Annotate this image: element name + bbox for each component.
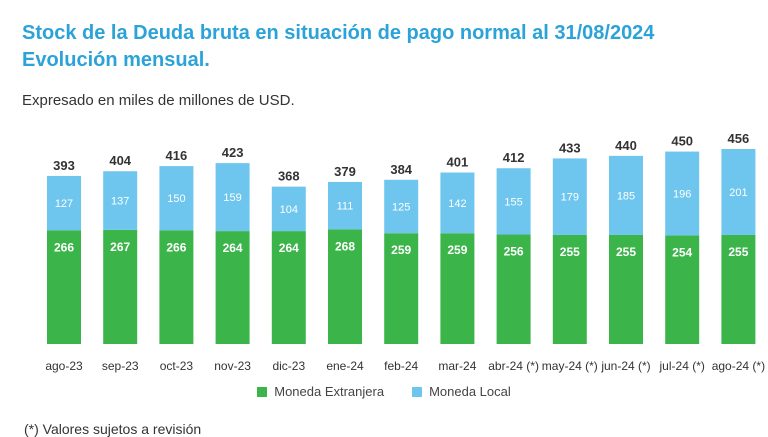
bar-foreign-dic-23 (271, 231, 306, 344)
bar-local-jun-24 (*) (609, 155, 643, 235)
bar-local-ago-24 (*) (721, 149, 756, 235)
value-label-local-abr-24 (*): 155 (504, 196, 522, 208)
bar-foreign-ago-23 (47, 230, 81, 344)
x-tick-label-ago-24 (*): ago-24 (*) (712, 359, 765, 373)
value-label-foreign-nov-23: 264 (223, 241, 243, 255)
x-tick-label-oct-23: oct-23 (160, 359, 194, 373)
total-label-oct-23: 416 (166, 148, 188, 163)
total-label-jul-24 (*): 450 (671, 134, 693, 149)
x-tick-label-abr-24 (*): abr-24 (*) (488, 359, 539, 373)
value-label-local-jun-24 (*): 185 (617, 190, 635, 202)
legend-label-local: Moneda Local (429, 384, 511, 399)
value-label-local-ene-24: 111 (337, 201, 354, 213)
x-tick-label-sep-23: sep-23 (102, 359, 139, 373)
bar-local-sep-23 (103, 171, 138, 230)
x-tick-label-feb-24: feb-24 (384, 359, 418, 373)
total-label-ago-23: 393 (53, 158, 75, 173)
bar-local-feb-24 (384, 179, 419, 234)
value-label-local-ago-24 (*): 201 (729, 187, 747, 199)
value-label-foreign-jul-24 (*): 254 (672, 245, 692, 259)
total-label-dic-23: 368 (278, 169, 300, 184)
legend-item-local: Moneda Local (412, 384, 511, 399)
footnote: (*) Valores sujetos a revisión (24, 421, 202, 437)
bar-local-ago-23 (47, 175, 81, 231)
value-label-foreign-may-24 (*): 255 (560, 245, 580, 259)
value-label-local-jul-24 (*): 196 (673, 188, 691, 200)
legend-label-foreign: Moneda Extranjera (274, 384, 385, 399)
value-label-local-nov-23: 159 (223, 192, 241, 204)
bar-local-nov-23 (215, 163, 250, 232)
x-tick-label-ene-24: ene-24 (326, 359, 364, 373)
bar-local-abr-24 (*) (496, 168, 531, 235)
chart-title-line-1: Stock de la Deuda bruta en situación de … (22, 22, 655, 44)
total-label-abr-24 (*): 412 (503, 150, 525, 165)
bar-foreign-nov-23 (215, 231, 250, 344)
value-label-local-ago-23: 127 (55, 198, 73, 210)
total-label-ene-24: 379 (334, 164, 356, 179)
value-label-foreign-ago-23: 266 (54, 240, 74, 254)
total-label-may-24 (*): 433 (559, 140, 581, 155)
x-tick-label-may-24 (*): may-24 (*) (542, 359, 598, 373)
bar-local-may-24 (*) (552, 158, 587, 235)
chart-title-line-2: Evolución mensual. (22, 49, 210, 71)
total-label-sep-23: 404 (109, 153, 131, 168)
x-tick-label-dic-23: dic-23 (272, 359, 305, 373)
value-label-foreign-abr-24 (*): 256 (504, 245, 524, 259)
total-label-feb-24: 384 (390, 162, 412, 177)
value-label-foreign-feb-24: 259 (391, 243, 411, 257)
bar-local-dic-23 (271, 186, 306, 232)
x-tick-label-jun-24 (*): jun-24 (*) (600, 359, 650, 373)
value-label-foreign-ago-24 (*): 255 (728, 245, 748, 259)
legend-swatch-local (412, 386, 423, 397)
stacked-bar-chart: 266 127 393 ago-23 267 137 404 sep-23 266 150 416 o… (45, 131, 765, 373)
bar-foreign-ago-24 (*) (721, 234, 756, 344)
total-label-jun-24 (*): 440 (615, 138, 637, 153)
value-label-foreign-sep-23: 267 (110, 240, 130, 254)
value-label-foreign-oct-23: 266 (166, 240, 186, 254)
bar-local-ene-24 (328, 181, 362, 230)
bar-foreign-jun-24 (*) (609, 234, 643, 344)
value-label-foreign-mar-24: 259 (447, 243, 467, 257)
bar-foreign-jul-24 (*) (665, 235, 700, 344)
value-label-local-oct-23: 150 (167, 193, 185, 205)
total-label-mar-24: 401 (447, 155, 469, 170)
bar-foreign-mar-24 (440, 233, 475, 344)
legend-swatch-foreign (257, 386, 268, 397)
value-label-foreign-ene-24: 268 (335, 239, 355, 253)
bar-foreign-feb-24 (384, 233, 419, 344)
x-tick-label-mar-24: mar-24 (438, 359, 476, 373)
value-label-local-mar-24: 142 (448, 198, 466, 210)
total-label-nov-23: 423 (222, 145, 244, 160)
value-label-local-dic-23: 104 (280, 204, 298, 216)
value-label-local-may-24 (*): 179 (561, 192, 579, 204)
value-label-foreign-jun-24 (*): 255 (616, 245, 636, 259)
x-tick-label-nov-23: nov-23 (214, 359, 251, 373)
bar-foreign-may-24 (*) (552, 234, 587, 344)
value-label-local-feb-24: 125 (392, 202, 410, 214)
legend-item-foreign: Moneda Extranjera (257, 384, 384, 399)
x-tick-label-ago-23: ago-23 (45, 359, 83, 373)
value-label-local-sep-23: 137 (111, 196, 129, 208)
bar-foreign-ene-24 (328, 229, 362, 344)
total-label-ago-24 (*): 456 (728, 131, 750, 146)
chart-legend: Moneda Extranjera Moneda Local (0, 384, 768, 399)
bar-local-oct-23 (159, 166, 194, 231)
chart-title: Stock de la Deuda bruta en situación de … (22, 20, 654, 74)
x-tick-label-jul-24 (*): jul-24 (*) (659, 359, 705, 373)
bar-foreign-sep-23 (103, 229, 138, 344)
bar-local-mar-24 (440, 172, 475, 234)
bar-foreign-abr-24 (*) (496, 234, 531, 344)
chart-subtitle: Expresado en miles de millones de USD. (22, 92, 295, 109)
bar-local-jul-24 (*) (665, 151, 700, 236)
bar-foreign-oct-23 (159, 230, 194, 344)
value-label-foreign-dic-23: 264 (279, 241, 299, 255)
